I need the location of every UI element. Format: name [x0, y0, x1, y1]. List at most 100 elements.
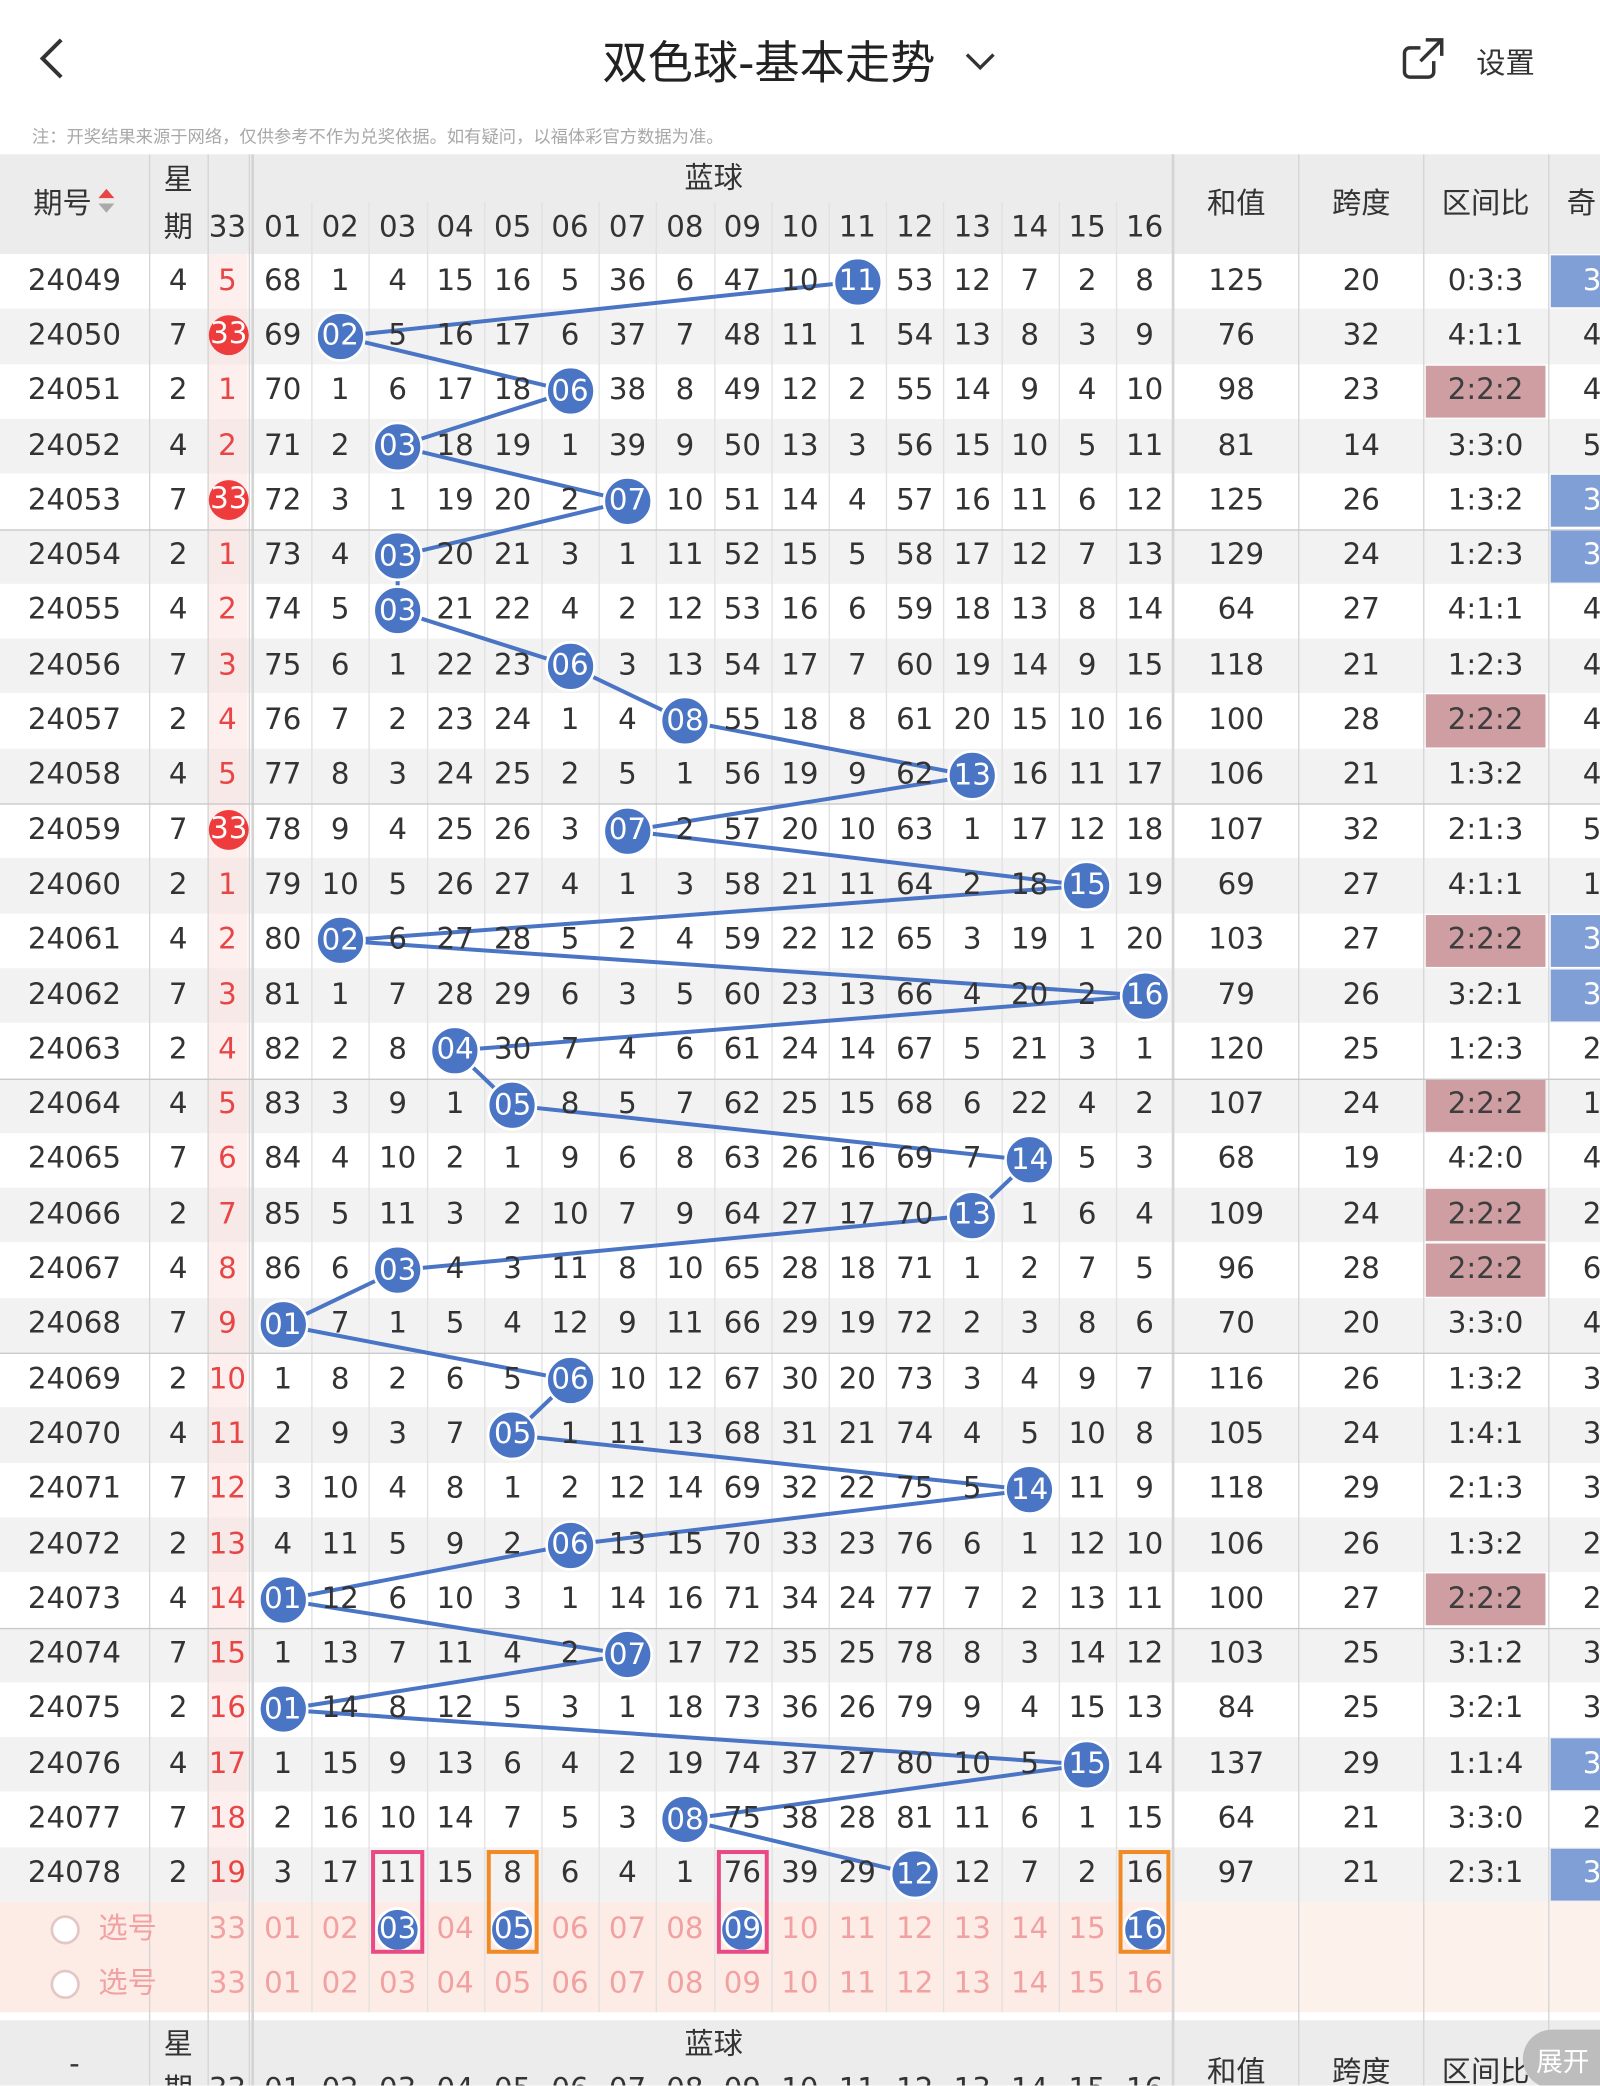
select-blue-number[interactable]: 06 [551, 1912, 589, 1946]
select-blue-number[interactable]: 02 [321, 1912, 359, 1946]
select-blue-number[interactable]: 07 [608, 1966, 647, 2001]
select-blue-number[interactable]: 10 [781, 1966, 819, 2001]
blue-miss-count: 13 [781, 428, 819, 463]
span-value: 28 [1342, 703, 1380, 737]
settings-button[interactable]: 设置 [1476, 47, 1535, 82]
blue-ball-hit: 11 [832, 256, 883, 307]
blue-miss-count: 5 [1020, 1417, 1039, 1451]
select-row-label[interactable]: 选号 [98, 1966, 157, 2001]
blue-miss-count: 1 [560, 703, 580, 737]
blue-miss-count: 10 [321, 868, 359, 902]
select-blue-number[interactable]: 04 [436, 1966, 474, 2001]
blue-miss-count: 10 [551, 1197, 589, 1232]
blue-ball-hit: 15 [1061, 1739, 1113, 1790]
blue-miss-count: 38 [781, 1802, 819, 1836]
select-row-radio[interactable] [50, 1969, 80, 1999]
blue-miss-count: 7 [388, 978, 407, 1012]
select-blue-number[interactable]: 16 [1125, 1966, 1164, 2001]
footer-blue-col-04: 04 [426, 2068, 483, 2086]
title-dropdown[interactable]: 双色球-基本走势 [0, 27, 1600, 92]
blue-miss-count: 15 [1011, 703, 1049, 737]
select-red-33[interactable]: 33 [208, 1912, 247, 1946]
blue-miss-count: 1 [560, 428, 580, 463]
select-row-radio[interactable] [50, 1914, 80, 1944]
blue-column-divider [311, 202, 313, 2012]
blue-ball-hit: 03 [372, 421, 423, 472]
blue-ball-hit: 13 [946, 750, 998, 802]
select-blue-number[interactable]: 12 [896, 1966, 934, 2001]
span-value: 32 [1342, 319, 1380, 353]
blue-miss-count: 5 [1020, 1747, 1039, 1781]
span-value: 28 [1342, 1252, 1380, 1287]
blue-miss-count: 4 [560, 1747, 580, 1781]
blue-miss-count: 71 [723, 1582, 762, 1616]
blue-miss-count: 20 [953, 703, 991, 737]
blue-miss-count: 4 [330, 1143, 350, 1177]
select-blue-number[interactable]: 11 [838, 1966, 876, 2001]
weekday: 4 [168, 923, 188, 957]
select-blue-number[interactable]: 13 [953, 1912, 991, 1946]
select-blue-number[interactable]: 15 [1068, 1912, 1106, 1946]
select-row-label[interactable]: 选号 [98, 1912, 157, 1946]
blue-miss-count: 5 [445, 1307, 465, 1342]
select-blue-number[interactable]: 04 [436, 1912, 474, 1946]
selected-blue-ball[interactable]: 09 [719, 1906, 765, 1952]
blue-miss-count: 4 [330, 538, 350, 573]
blue-miss-count: 8 [388, 1692, 407, 1726]
blue-miss-count: 53 [723, 593, 762, 628]
blue-miss-count: 1 [330, 978, 350, 1012]
footer-blue-col-13: 13 [943, 2068, 1000, 2086]
odd-even-ratio: 3 [1550, 914, 1600, 967]
select-blue-number[interactable]: 08 [666, 1966, 704, 2001]
blue-miss-count: 55 [723, 703, 762, 737]
blue-ball-hit: 06 [544, 366, 596, 417]
odd-even-ratio: 2 [1582, 1802, 1600, 1836]
select-blue-number[interactable]: 01 [264, 1912, 302, 1946]
select-blue-number[interactable]: 06 [551, 1966, 589, 2001]
red-miss-count: 5 [218, 758, 237, 792]
select-blue-number[interactable]: 10 [781, 1912, 819, 1946]
blue-miss-count: 8 [847, 703, 867, 737]
blue-miss-count: 6 [962, 1088, 982, 1122]
weekday: 2 [168, 1197, 188, 1232]
expand-button[interactable]: 展开 [1522, 2029, 1600, 2086]
red-miss-count: 7 [218, 1197, 237, 1232]
blue-miss-count: 1 [273, 1362, 293, 1397]
footer-issue-header: - [69, 2048, 80, 2082]
select-red-33[interactable]: 33 [208, 1966, 247, 2001]
select-blue-number[interactable]: 12 [896, 1912, 934, 1946]
blue-miss-count: 66 [896, 978, 934, 1012]
blue-miss-count: 65 [896, 923, 934, 957]
blue-miss-count: 2 [1077, 1857, 1097, 1891]
sum-value: 137 [1208, 1747, 1265, 1781]
select-blue-number[interactable]: 03 [379, 1966, 417, 2001]
blue-miss-count: 31 [781, 1417, 819, 1451]
blue-ball-hit: 03 [372, 530, 423, 582]
blue-col-header-11: 11 [838, 211, 876, 245]
blue-miss-count: 78 [264, 813, 302, 847]
blue-miss-count: 11 [1068, 1472, 1106, 1506]
select-blue-number[interactable]: 07 [608, 1912, 647, 1946]
select-blue-number[interactable]: 09 [723, 1966, 762, 2001]
select-blue-number[interactable]: 15 [1068, 1966, 1106, 2001]
column-divider [148, 154, 151, 2086]
share-button[interactable] [1397, 32, 1456, 91]
select-blue-number[interactable]: 01 [264, 1966, 302, 2001]
sort-arrows-icon [97, 186, 116, 222]
blue-miss-count: 8 [388, 1033, 407, 1067]
select-blue-number[interactable]: 11 [838, 1912, 876, 1946]
blue-miss-count: 16 [321, 1802, 359, 1836]
select-blue-number[interactable]: 13 [953, 1966, 991, 2001]
select-blue-number[interactable]: 14 [1011, 1966, 1049, 2001]
back-button[interactable] [24, 29, 83, 88]
select-blue-number[interactable]: 02 [321, 1966, 359, 2001]
select-blue-number[interactable]: 08 [666, 1912, 704, 1946]
interval-ratio: 3:2:1 [1447, 978, 1524, 1012]
blue-miss-count: 3 [1077, 319, 1097, 353]
selected-blue-ball[interactable]: 16 [1121, 1906, 1168, 1952]
sum-value: 69 [1217, 868, 1255, 902]
select-blue-number[interactable]: 14 [1011, 1912, 1049, 1946]
select-blue-number[interactable]: 05 [493, 1966, 532, 2001]
issue-header-sort[interactable]: 期号 [0, 154, 149, 254]
blue-miss-count: 2 [560, 1472, 580, 1506]
